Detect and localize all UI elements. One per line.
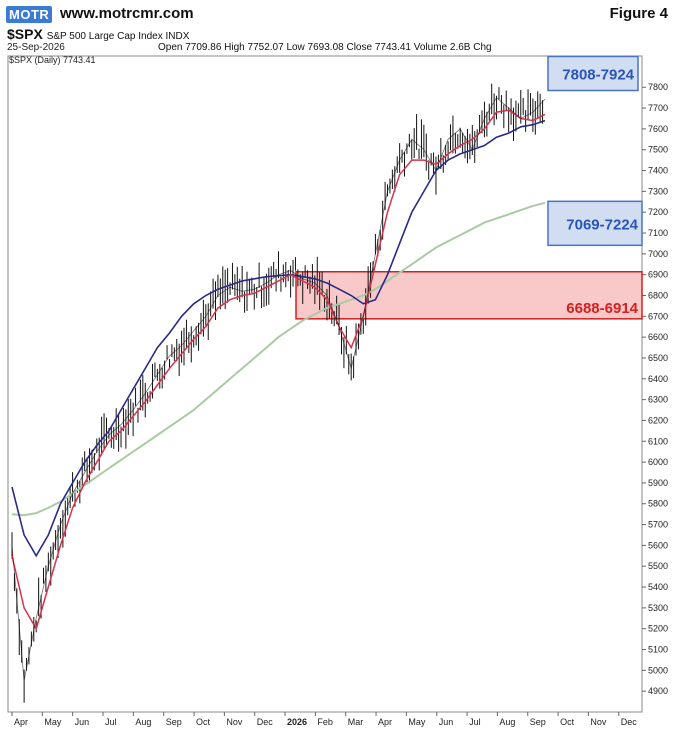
x-tick-label: Oct — [560, 717, 575, 727]
x-tick-label: 2026 — [287, 717, 307, 727]
x-tick-label: Nov — [590, 717, 607, 727]
y-tick-label: 5600 — [648, 540, 668, 550]
y-tick-label: 5300 — [648, 603, 668, 613]
y-tick-label: 7400 — [648, 166, 668, 176]
y-tick-label: 4900 — [648, 686, 668, 696]
x-tick-label: Sep — [166, 717, 182, 727]
x-tick-label: Apr — [14, 717, 28, 727]
x-tick-label: Oct — [196, 717, 211, 727]
x-tick-label: Feb — [317, 717, 333, 727]
y-tick-label: 7300 — [648, 186, 668, 196]
x-tick-label: Jun — [439, 717, 454, 727]
x-tick-label: Dec — [621, 717, 638, 727]
y-tick-label: 5900 — [648, 478, 668, 488]
y-tick-label: 6500 — [648, 353, 668, 363]
mid-moving-average-line — [11, 119, 546, 558]
x-tick-label: Sep — [530, 717, 546, 727]
x-tick-label: Aug — [135, 717, 151, 727]
y-tick-label: 7700 — [648, 103, 668, 113]
x-tick-label: Nov — [226, 717, 243, 727]
y-tick-label: 5400 — [648, 582, 668, 592]
zone-label: 7808-7924 — [562, 66, 634, 83]
y-tick-label: 5000 — [648, 665, 668, 675]
logo-text: MOTR — [6, 5, 53, 23]
y-tick-label: 6400 — [648, 374, 668, 384]
index-name: S&P 500 Large Cap Index INDX — [46, 31, 190, 42]
y-tick-label: 6700 — [648, 311, 668, 321]
x-tick-label: May — [44, 717, 62, 727]
x-tick-label: Dec — [257, 717, 274, 727]
ohlc-readout: Open 7709.86 High 7752.07 Low 7693.08 Cl… — [158, 42, 492, 53]
chart-date: 25-Sep-2026 — [7, 42, 65, 53]
x-tick-label: Aug — [499, 717, 515, 727]
y-tick-label: 7500 — [648, 145, 668, 155]
target-zone — [547, 55, 639, 92]
target-zone — [547, 200, 643, 247]
zone-label: 7069-7224 — [566, 216, 638, 233]
y-tick-label: 7800 — [648, 82, 668, 92]
x-tick-label: May — [408, 717, 426, 727]
y-tick-label: 6200 — [648, 415, 668, 425]
y-tick-label: 5800 — [648, 499, 668, 509]
plot-frame — [7, 55, 643, 713]
y-tick-label: 5100 — [648, 645, 668, 655]
fast-moving-average-line — [11, 109, 546, 631]
y-tick-label: 6600 — [648, 332, 668, 342]
x-tick-label: Jul — [469, 717, 481, 727]
zone-label: 6688-6914 — [566, 300, 638, 317]
series-legend: $SPX (Daily) 7743.41 — [9, 55, 96, 65]
y-tick-label: 7100 — [648, 228, 668, 238]
y-tick-label: 6300 — [648, 395, 668, 405]
x-tick-label: Jun — [75, 717, 90, 727]
y-tick-label: 5500 — [648, 561, 668, 571]
y-tick-label: 7000 — [648, 249, 668, 259]
y-tick-label: 7600 — [648, 124, 668, 134]
y-tick-label: 6900 — [648, 270, 668, 280]
y-tick-label: 6100 — [648, 436, 668, 446]
y-tick-label: 6800 — [648, 290, 668, 300]
site-url[interactable]: www.motrcmr.com — [60, 5, 194, 22]
y-tick-label: 5200 — [648, 624, 668, 634]
x-tick-label: Mar — [348, 717, 364, 727]
price-bars — [11, 83, 544, 703]
y-tick-label: 6000 — [648, 457, 668, 467]
target-zone — [295, 271, 643, 320]
symbol: $SPX — [7, 26, 43, 42]
price-line — [11, 97, 546, 681]
y-tick-label: 7200 — [648, 207, 668, 217]
x-tick-label: Apr — [378, 717, 392, 727]
y-tick-label: 5700 — [648, 520, 668, 530]
logo: MOTR — [6, 4, 53, 24]
symbol-header: $SPX S&P 500 Large Cap Index INDX — [7, 26, 189, 42]
slow-moving-average-line — [11, 201, 546, 517]
x-tick-label: Jul — [105, 717, 117, 727]
figure-label: Figure 4 — [609, 5, 668, 22]
